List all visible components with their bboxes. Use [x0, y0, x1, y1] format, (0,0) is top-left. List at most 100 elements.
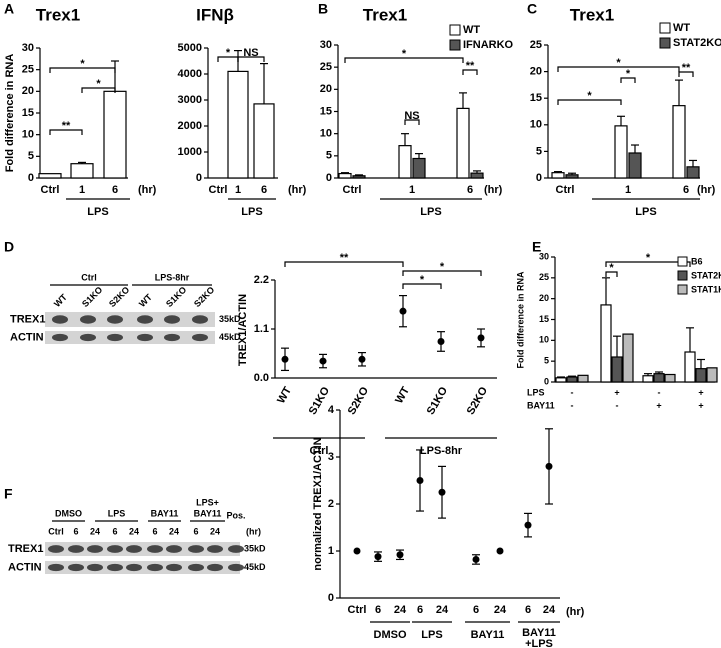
- y-tick-label: 25: [22, 64, 34, 76]
- bar: [412, 157, 426, 179]
- dot: [416, 477, 424, 484]
- significance-bracket: [462, 69, 478, 75]
- chart-title: Trex1: [363, 5, 407, 24]
- significance-label: *: [609, 262, 614, 274]
- significance-bracket: [49, 129, 83, 135]
- y-tick-label: 15: [530, 92, 542, 104]
- x-tick-label: 6: [375, 604, 381, 616]
- lane-label: S1KO: [80, 285, 104, 309]
- lane-label: S1KO: [164, 285, 188, 309]
- bar: [253, 103, 275, 179]
- significance-bracket: [404, 119, 420, 125]
- legend-label: WT: [463, 24, 480, 36]
- x-tick-label: 6: [525, 604, 531, 616]
- blot-band: [80, 333, 96, 342]
- unit-label: (hr): [246, 526, 261, 536]
- panel-letter: B: [318, 1, 328, 17]
- bar: [684, 351, 696, 383]
- y-tick-label: 5: [544, 356, 549, 366]
- blot-band: [188, 563, 204, 572]
- blot-band: [166, 545, 182, 553]
- panel-letter: C: [527, 1, 537, 17]
- row-value: -: [616, 400, 619, 410]
- row-value: +: [698, 400, 703, 410]
- x-tick-label: Ctrl: [556, 184, 575, 196]
- bar: [600, 304, 612, 383]
- x-unit: (hr): [484, 184, 503, 196]
- y-axis-label: normalized TREX1/ACTIN: [312, 437, 324, 570]
- group-label: Ctrl: [310, 445, 329, 457]
- blot-band: [207, 545, 223, 553]
- significance-label: NS: [243, 47, 258, 59]
- blot-size-label: 45kD: [219, 332, 241, 342]
- x-tick-label: Ctrl: [41, 184, 60, 196]
- dot: [524, 521, 532, 529]
- x-tick-label: S1KO: [425, 385, 451, 417]
- significance-bracket: [402, 283, 442, 289]
- bar: [227, 70, 249, 179]
- significance-bracket: [557, 99, 622, 105]
- blot-band: [107, 563, 123, 572]
- panel-letter: F: [4, 486, 13, 502]
- bar: [566, 376, 578, 383]
- significance-label: **: [62, 120, 71, 132]
- significance-label: **: [340, 252, 349, 264]
- lane-label: S2KO: [192, 285, 216, 309]
- dot: [472, 555, 480, 563]
- legend-label: B6: [691, 256, 703, 266]
- significance-label: NS: [404, 110, 419, 122]
- x-tick-label: WT: [275, 385, 294, 406]
- bar: [551, 172, 565, 179]
- bar: [103, 90, 127, 179]
- dot: [358, 355, 366, 363]
- bar: [686, 166, 700, 179]
- x-tick-label: 24: [394, 604, 407, 616]
- y-tick-label: 0.0: [254, 372, 269, 384]
- group-label: LPS: [108, 508, 126, 518]
- chart-title: Trex1: [570, 5, 614, 24]
- y-tick-label: 25: [539, 272, 549, 282]
- blot-band: [207, 563, 223, 572]
- lane-label: Ctrl: [48, 526, 64, 536]
- blot-band: [164, 315, 180, 324]
- group-label: BAY11: [522, 627, 556, 639]
- dot: [438, 488, 446, 496]
- blot-strip: [45, 331, 215, 344]
- bar: [565, 174, 579, 179]
- legend-label: STAT1KO: [691, 284, 721, 294]
- row-value: -: [571, 387, 574, 397]
- y-tick-label: 5: [536, 145, 542, 157]
- row-label: LPS: [527, 387, 545, 397]
- y-tick-label: 10: [539, 335, 549, 345]
- group-label: Ctrl: [81, 272, 97, 282]
- blot-size-label: 35kD: [244, 543, 266, 553]
- x-unit: (hr): [566, 606, 585, 618]
- y-tick-label: 1: [328, 545, 334, 557]
- bar: [456, 107, 470, 179]
- dot: [281, 355, 289, 363]
- x-tick-label: Ctrl: [343, 184, 362, 196]
- group-label: BAY11: [194, 508, 222, 518]
- blot-band: [192, 315, 208, 324]
- x-tick-label: WT: [393, 385, 412, 406]
- blot-band: [164, 333, 180, 342]
- x-tick-label: S2KO: [346, 385, 372, 417]
- blot-band: [126, 563, 142, 572]
- legend-swatch: [677, 256, 688, 267]
- bar: [706, 367, 718, 383]
- y-tick-label: 25: [320, 61, 332, 73]
- legend-label: IFNARKO: [463, 39, 514, 51]
- blot-band: [52, 333, 68, 342]
- row-value: +: [698, 387, 703, 397]
- legend-swatch: [449, 24, 461, 36]
- y-tick-label: 10: [320, 128, 332, 140]
- significance-label: *: [616, 57, 621, 69]
- legend-swatch: [677, 284, 688, 295]
- significance-bracket: [344, 57, 464, 63]
- legend-label: STAT2KO: [673, 37, 721, 49]
- blot-band: [48, 545, 64, 553]
- dot: [437, 337, 445, 345]
- group-label: LPS-8hr: [420, 445, 463, 457]
- group-label: LPS+: [196, 497, 219, 507]
- lane-label: 6: [73, 526, 78, 536]
